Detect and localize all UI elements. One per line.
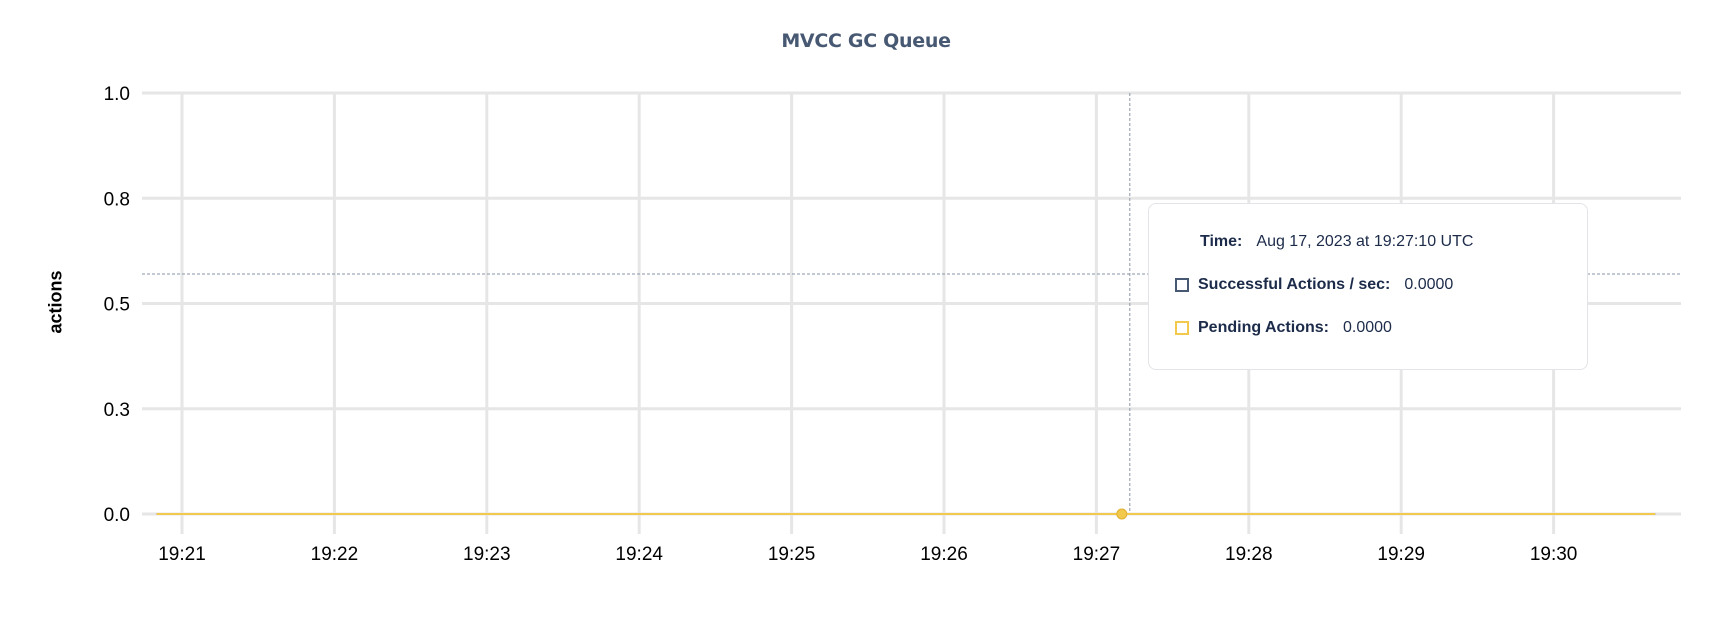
x-tick-label: 19:21 (158, 544, 206, 565)
x-tick-label: 19:29 (1377, 544, 1425, 565)
tooltip-pending-value: 0.0000 (1342, 319, 1392, 336)
tooltip-time-label: Time: (1200, 233, 1243, 250)
y-tick-label: 1.0 (104, 84, 130, 105)
tooltip-time-value: Aug 17, 2023 at 19:27:10 UTC (1256, 233, 1474, 250)
x-tick-label: 19:22 (311, 544, 359, 565)
tooltip-successful-label: Successful Actions / sec: (1198, 276, 1391, 293)
y-tick-label: 0.0 (104, 505, 130, 526)
hover-point (1116, 508, 1128, 520)
chart-title: MVCC GC Queue (781, 30, 951, 52)
y-tick-label: 0.5 (104, 295, 130, 316)
x-tick-label: 19:25 (768, 544, 816, 565)
pending-actions-swatch (1175, 321, 1189, 335)
tooltip: Time: Aug 17, 2023 at 19:27:10 UTC Succe… (1148, 203, 1588, 370)
y-tick-label: 0.3 (104, 400, 130, 421)
successful-actions-swatch (1175, 278, 1189, 292)
x-tick-label: 19:23 (463, 544, 511, 565)
x-tick-label: 19:28 (1225, 544, 1273, 565)
tooltip-successful-value: 0.0000 (1404, 276, 1454, 293)
tooltip-pending-label: Pending Actions: (1198, 319, 1329, 336)
x-tick-label: 19:30 (1530, 544, 1578, 565)
x-tick-label: 19:27 (1073, 544, 1121, 565)
x-tick-label: 19:24 (615, 544, 663, 565)
x-tick-label: 19:26 (920, 544, 968, 565)
y-tick-label: 0.8 (104, 189, 130, 210)
